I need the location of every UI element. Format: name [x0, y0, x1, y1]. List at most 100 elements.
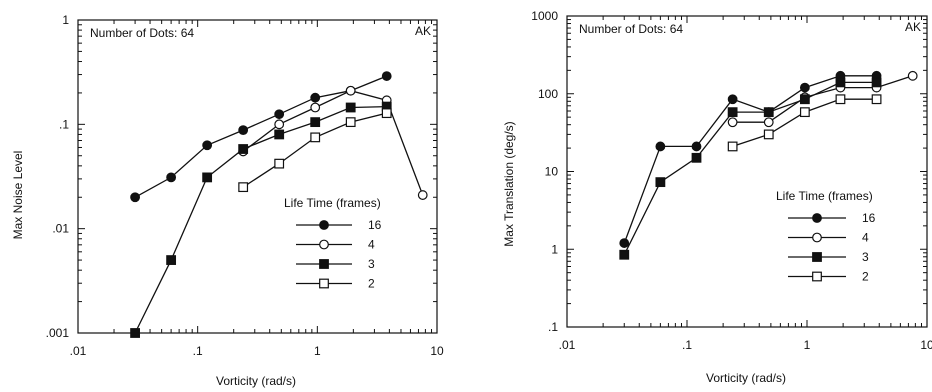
series-4	[727, 70, 918, 128]
data-point	[310, 132, 321, 143]
x-axis-title: Vorticity (rad/s)	[706, 371, 786, 385]
data-point	[345, 85, 356, 96]
data-point	[274, 119, 285, 130]
data-point	[907, 70, 918, 81]
legend-label: 16	[862, 211, 876, 225]
legend-label: 3	[862, 250, 869, 264]
data-point	[812, 252, 822, 262]
legend-label: 2	[862, 270, 869, 284]
data-point	[835, 94, 846, 105]
data-point	[871, 77, 882, 88]
data-point	[319, 239, 329, 250]
data-point	[691, 141, 702, 152]
y-axis-title: Max Translation (deg/s)	[502, 121, 516, 246]
x-tick-label: .1	[682, 338, 692, 352]
series-2	[727, 94, 882, 152]
data-point	[274, 129, 285, 140]
legend-entry: 4	[296, 238, 375, 252]
y-tick-label: 1	[551, 242, 558, 256]
legend-entry: 4	[788, 231, 869, 245]
data-point	[619, 249, 630, 260]
data-point	[727, 107, 738, 118]
data-point	[727, 94, 738, 105]
data-point	[727, 141, 738, 152]
data-point	[763, 129, 774, 140]
x-tick-label: 10	[430, 344, 444, 358]
data-point	[871, 94, 882, 105]
data-point	[381, 108, 392, 119]
data-point	[319, 259, 329, 269]
data-point	[310, 102, 321, 113]
data-point	[812, 232, 822, 243]
data-point	[274, 158, 285, 169]
series-line	[134, 75, 387, 198]
data-point	[799, 94, 810, 105]
data-point	[202, 172, 213, 183]
initials-annotation: AK	[415, 24, 431, 38]
y-tick-label: .1	[59, 117, 69, 131]
y-tick-label: 1	[62, 13, 69, 27]
data-point	[310, 117, 321, 128]
data-point	[812, 271, 822, 282]
legend-title: Life Time (frames)	[776, 189, 873, 203]
plot-frame	[566, 15, 928, 328]
x-tick-label: .01	[70, 344, 87, 358]
legend-entry: 16	[788, 211, 876, 225]
series-3	[619, 77, 882, 260]
legend-title: Life Time (frames)	[284, 196, 381, 210]
data-point	[799, 107, 810, 118]
series-4	[238, 85, 428, 200]
data-point	[130, 328, 140, 338]
legend-label: 4	[368, 238, 375, 252]
data-point	[691, 152, 702, 163]
y-axis-title: Max Noise Level	[11, 151, 25, 240]
x-tick-label: 1	[314, 344, 321, 358]
data-point	[799, 82, 810, 93]
data-point	[238, 125, 249, 136]
data-point	[345, 117, 356, 128]
dots-annotation: Number of Dots: 64	[90, 26, 194, 40]
legend-entry: 2	[788, 270, 869, 284]
y-tick-label: 10	[545, 165, 559, 179]
data-point	[238, 182, 249, 193]
legend: Life Time (frames) 16 4 3 2	[776, 189, 876, 284]
x-axis-title: Vorticity (rad/s)	[216, 374, 296, 388]
legend: Life Time (frames) 16 4 3 2	[284, 196, 382, 291]
y-tick-label: .01	[52, 222, 69, 236]
legend-entry: 3	[788, 250, 869, 264]
series-16	[130, 71, 392, 203]
x-tick-label: .1	[193, 344, 203, 358]
data-point	[655, 141, 666, 152]
data-point	[166, 255, 177, 265]
x-tick-label: .01	[559, 338, 576, 352]
legend-label: 2	[368, 277, 375, 291]
data-point	[417, 190, 428, 200]
series-line	[623, 81, 877, 255]
series-3	[130, 101, 392, 338]
legend-entry: 3	[296, 257, 375, 271]
y-tick-label: .1	[548, 320, 558, 334]
series-2	[238, 108, 392, 193]
data-point	[130, 192, 140, 203]
data-point	[381, 71, 392, 81]
data-point	[655, 177, 666, 188]
dots-annotation: Number of Dots: 64	[579, 22, 683, 36]
legend-entry: 2	[296, 277, 375, 291]
data-point	[319, 220, 329, 230]
data-point	[202, 140, 213, 151]
data-point	[763, 117, 774, 128]
y-tick-label: .001	[46, 326, 70, 340]
data-point	[812, 213, 822, 223]
data-point	[345, 102, 356, 113]
series-line	[134, 105, 387, 334]
data-point	[238, 144, 249, 154]
data-point	[310, 92, 321, 103]
initials-annotation: AK	[905, 20, 921, 34]
legend-label: 4	[862, 231, 869, 245]
data-point	[835, 77, 846, 88]
y-tick-label: 1000	[531, 9, 558, 23]
x-tick-label: 10	[920, 338, 932, 352]
